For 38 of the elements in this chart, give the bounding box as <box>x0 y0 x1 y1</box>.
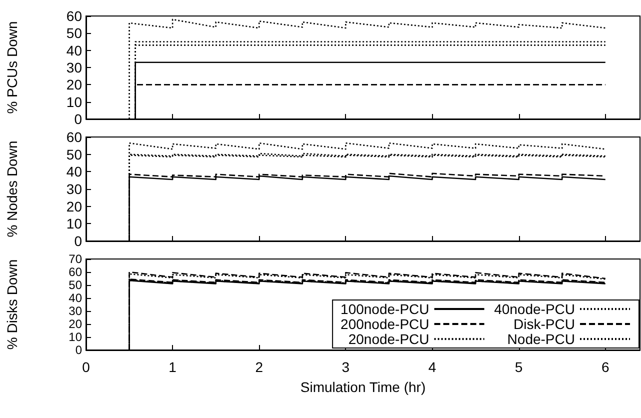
legend-label: 200node-PCU <box>340 316 430 332</box>
y-tick-label: 0 <box>75 343 82 357</box>
y-tick-label: 30 <box>66 181 82 197</box>
y-tick-label: 10 <box>66 94 82 110</box>
x-tick-label: 5 <box>514 359 523 375</box>
y-tick-label: 20 <box>68 317 82 331</box>
y-tick-label: 10 <box>68 330 82 344</box>
y-tick-label: 60 <box>66 8 82 24</box>
y-tick-label: 30 <box>68 304 82 318</box>
y-axis-title: % PCUs Down <box>4 21 20 114</box>
y-tick-label: 20 <box>66 76 82 93</box>
legend-label: Node-PCU <box>507 331 575 347</box>
y-tick-label: 50 <box>66 25 82 42</box>
legend-label: Disk-PCU <box>514 316 575 332</box>
y-tick-label: 60 <box>66 129 82 145</box>
x-tick-label: 4 <box>428 359 436 375</box>
legend-label: 20node-PCU <box>348 331 430 347</box>
y-tick-label: 50 <box>66 146 82 162</box>
x-tick-label: 1 <box>168 359 177 375</box>
y-tick-label: 20 <box>66 198 82 214</box>
x-tick-label: 6 <box>601 359 610 375</box>
y-tick-label: 30 <box>66 60 82 76</box>
y-tick-label: 50 <box>68 278 82 292</box>
y-tick-label: 40 <box>66 42 82 58</box>
legend-label: 40node-PCU <box>494 301 575 317</box>
y-tick-label: 10 <box>66 216 82 232</box>
x-tick-label: 2 <box>255 359 264 375</box>
y-tick-label: 40 <box>68 291 82 305</box>
y-tick-label: 0 <box>74 111 82 127</box>
y-tick-label: 60 <box>68 265 82 279</box>
y-tick-label: 0 <box>74 233 82 249</box>
y-axis-title: % Nodes Down <box>4 140 20 238</box>
y-tick-label: 40 <box>66 164 82 180</box>
x-axis-title: Simulation Time (hr) <box>300 379 426 395</box>
x-tick-label: 3 <box>342 359 350 375</box>
y-axis-title: % Disks Down <box>4 259 20 350</box>
legend-label: 100node-PCU <box>340 301 430 317</box>
y-tick-label: 70 <box>68 252 82 266</box>
